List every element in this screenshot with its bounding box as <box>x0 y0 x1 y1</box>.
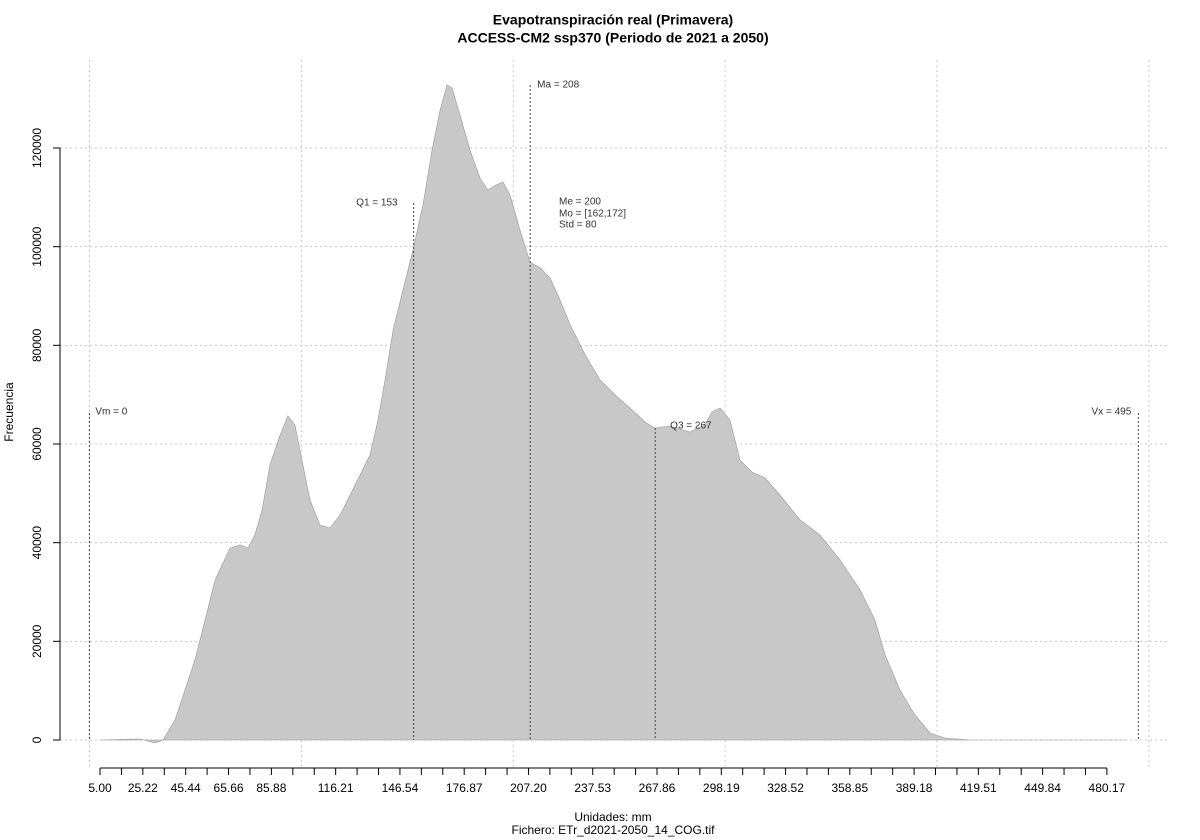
stat-label: Mo = [162,172] <box>559 209 626 220</box>
x-tick-label: 389.18 <box>896 781 933 795</box>
x-tick-label: 116.21 <box>318 781 354 795</box>
x-tick-label: 85.88 <box>256 781 286 795</box>
stat-label: Me = 200 <box>559 197 601 208</box>
y-tick-label: 80000 <box>30 328 44 362</box>
y-tick-label: 0 <box>30 736 44 743</box>
x-tick-label: 237.53 <box>574 781 611 795</box>
density-area <box>99 84 1128 744</box>
x-tick-label: 25.22 <box>128 781 158 795</box>
y-axis-label: Frecuencia <box>2 382 16 442</box>
stat-label: Std = 80 <box>559 220 597 231</box>
x-tick-label: 146.54 <box>382 781 419 795</box>
x-tick-label: 45.44 <box>171 781 201 795</box>
stat-label: Vm = 0 <box>95 407 127 418</box>
x-tick-label: 65.66 <box>214 781 244 795</box>
stat-label: Q3 = 267 <box>670 421 712 432</box>
x-axis-label: Unidades: mm <box>574 810 651 824</box>
stat-label: Ma = 208 <box>537 80 579 91</box>
stat-label: Q1 = 153 <box>356 198 398 209</box>
x-tick-label: 267.86 <box>639 781 676 795</box>
x-tick-label: 176.87 <box>446 781 483 795</box>
y-tick-label: 40000 <box>30 526 44 560</box>
stat-label: Vx = 495 <box>1092 407 1132 418</box>
y-tick-label: 60000 <box>30 427 44 461</box>
y-tick-label: 120000 <box>30 128 44 168</box>
chart-subtitle: ACCESS-CM2 ssp370 (Periodo de 2021 a 205… <box>457 30 768 46</box>
caption: Fichero: ETr_d2021-2050_14_COG.tif <box>512 823 716 837</box>
x-tick-label: 358.85 <box>831 781 868 795</box>
x-tick-label: 5.00 <box>88 781 112 795</box>
y-tick-label: 100000 <box>30 226 44 266</box>
x-tick-label: 207.20 <box>510 781 547 795</box>
chart-title: Evapotranspiración real (Primavera) <box>493 12 733 28</box>
x-tick-label: 298.19 <box>703 781 740 795</box>
x-tick-label: 328.52 <box>767 781 804 795</box>
y-tick-label: 20000 <box>30 624 44 658</box>
x-tick-label: 480.17 <box>1089 781 1126 795</box>
x-tick-label: 449.84 <box>1024 781 1061 795</box>
x-tick-label: 419.51 <box>960 781 997 795</box>
